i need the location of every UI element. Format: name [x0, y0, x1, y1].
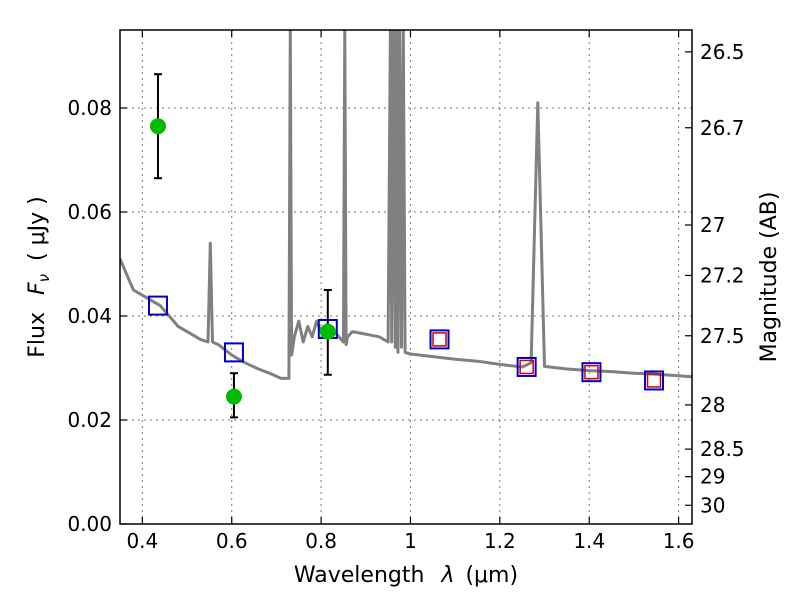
observed-flux-point-2: [319, 323, 336, 340]
observed-flux-point-1: [225, 388, 242, 405]
y2-tick-label-7: 29: [700, 465, 725, 489]
y-tick-label-0: 0.00: [67, 512, 112, 536]
upper-limit-square-3: [646, 373, 662, 388]
plot-frame: [119, 29, 693, 525]
y2-tick-label-4: 27.5: [700, 324, 745, 348]
upper-limit-square-0: [432, 332, 447, 347]
y2-axis-title: Magnitude (AB): [757, 192, 782, 363]
model-photometry-square-0: [147, 295, 168, 316]
x-tick-label-5: 1.4: [573, 529, 605, 553]
x-tick-label-0: 0.4: [126, 529, 158, 553]
model-photometry-square-1: [223, 342, 244, 363]
y-tick-label-1: 0.02: [67, 408, 112, 432]
observed-flux-point-0: [149, 118, 166, 135]
y2-tick-label-0: 26.5: [700, 40, 745, 64]
y2-tick-label-3: 27.2: [700, 263, 745, 287]
y2-tick-label-5: 28: [700, 393, 725, 417]
y2-tick-label-8: 30: [700, 493, 725, 517]
y2-tick-label-2: 27: [700, 213, 725, 237]
x-tick-label-6: 1.6: [663, 529, 695, 553]
model-photometry-square-3: [429, 329, 450, 350]
x-tick-label-1: 0.6: [216, 529, 248, 553]
y-tick-label-3: 0.06: [67, 200, 112, 224]
y2-tick-label-6: 28.5: [700, 437, 745, 461]
y-tick-label-4: 0.08: [67, 96, 112, 120]
spectrum-line: [120, 30, 692, 380]
model-photometry-square-6: [644, 370, 665, 391]
tick-layer: 0.4 0.6 0.8 1 1.2 1.4 1.6 0.00 0.02 0.04 0.06 0.08 2…: [67, 30, 745, 553]
model-photometry-square-4: [516, 356, 537, 377]
x-axis-title: Wavelength λ (μm): [294, 563, 518, 588]
y-axis-title: Flux Fν ( μJy ): [25, 196, 55, 357]
x-tick-label-4: 1.2: [484, 529, 516, 553]
y2-tick-label-1: 26.7: [700, 116, 745, 140]
x-tick-label-2: 0.8: [305, 529, 337, 553]
x-tick-label-3: 1: [404, 529, 417, 553]
model-photometry-square-5: [581, 362, 602, 383]
grid-layer: [120, 30, 692, 525]
upper-limit-square-1: [519, 359, 534, 375]
upper-limit-square-2: [584, 364, 599, 380]
y-tick-label-2: 0.04: [67, 304, 112, 328]
data-layer: [120, 30, 692, 419]
